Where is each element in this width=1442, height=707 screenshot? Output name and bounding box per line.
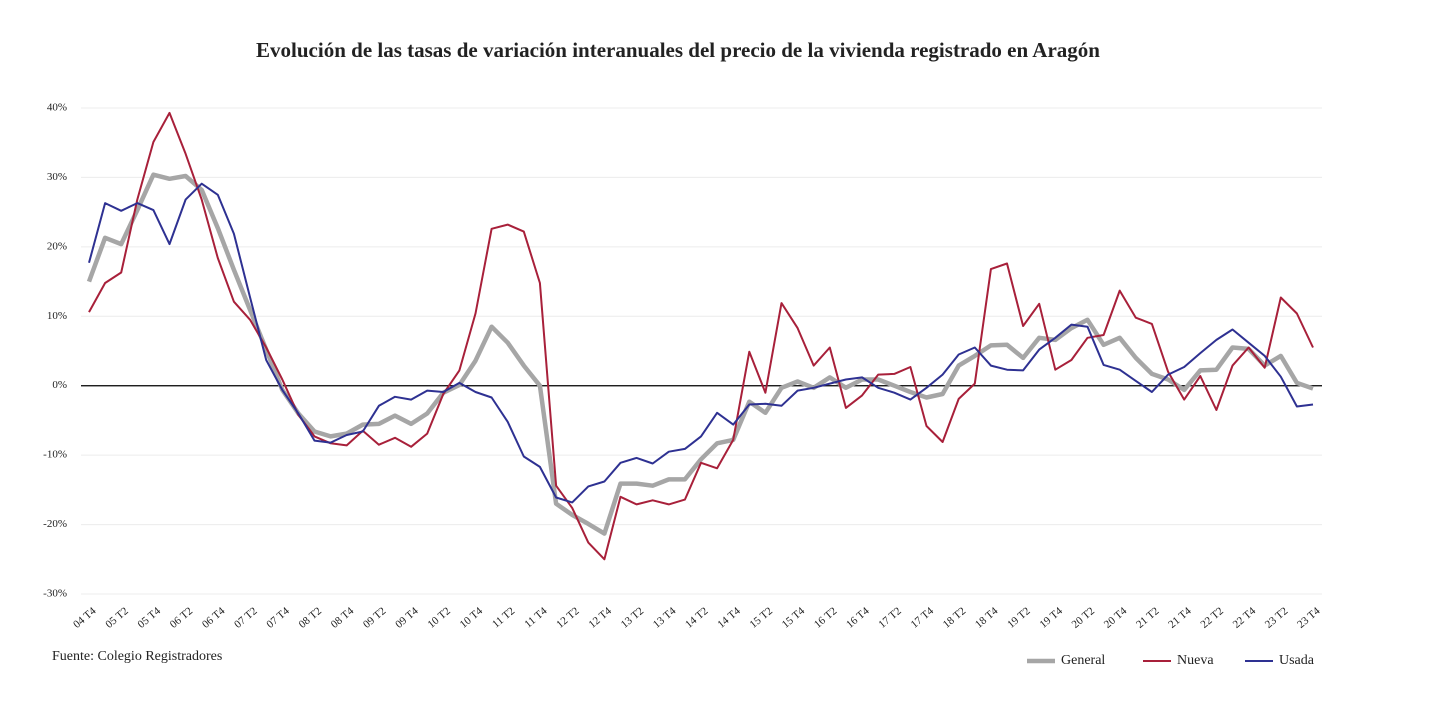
legend-label: General (1061, 653, 1105, 668)
x-tick-label: 18 T2 (941, 605, 968, 631)
legend-label: Nueva (1177, 653, 1214, 668)
y-tick-label: 20% (47, 240, 67, 252)
x-tick-label: 23 T4 (1295, 605, 1323, 631)
chart-title: Evolución de las tasas de variación inte… (256, 38, 1100, 62)
x-tick-label: 11 T2 (490, 605, 517, 631)
x-tick-label: 10 T2 (425, 605, 452, 631)
x-tick-label: 12 T2 (554, 605, 581, 631)
x-tick-label: 23 T2 (1263, 605, 1290, 631)
y-tick-label: 10% (47, 310, 67, 322)
x-tick-label: 09 T4 (393, 605, 421, 631)
x-tick-label: 19 T2 (1005, 605, 1032, 631)
x-tick-label: 13 T4 (651, 605, 679, 631)
x-tick-label: 10 T4 (458, 605, 486, 631)
source-note: Fuente: Colegio Registradores (52, 649, 222, 664)
y-tick-label: -10% (43, 449, 67, 461)
y-tick-label: -20% (43, 518, 67, 530)
y-tick-label: 0% (52, 379, 67, 391)
x-tick-label: 12 T4 (586, 605, 614, 631)
x-tick-label: 04 T4 (71, 605, 99, 631)
x-tick-label: 17 T2 (876, 605, 903, 631)
x-tick-label: 08 T4 (329, 605, 357, 631)
x-tick-label: 15 T2 (748, 605, 775, 631)
x-tick-label: 08 T2 (297, 605, 324, 631)
x-tick-label: 19 T4 (1037, 605, 1065, 631)
legend-label: Usada (1279, 653, 1315, 668)
y-tick-label: -30% (43, 588, 67, 600)
x-tick-label: 06 T2 (168, 605, 195, 631)
x-tick-label: 07 T4 (264, 605, 292, 631)
x-tick-label: 11 T4 (522, 605, 550, 631)
x-tick-label: 14 T2 (683, 605, 710, 631)
x-tick-label: 05 T4 (136, 605, 164, 631)
x-tick-label: 09 T2 (361, 605, 388, 631)
x-tick-label: 17 T4 (909, 605, 937, 631)
x-tick-label: 22 T2 (1198, 605, 1225, 631)
series-line (88, 182, 1314, 504)
x-tick-label: 16 T2 (812, 605, 839, 631)
x-tick-label: 22 T4 (1231, 605, 1259, 631)
x-tick-label: 20 T2 (1070, 605, 1097, 631)
x-tick-label: 16 T4 (844, 605, 872, 631)
series-line (88, 111, 1314, 561)
x-tick-label: 21 T2 (1134, 605, 1161, 631)
x-tick-label: 13 T2 (619, 605, 646, 631)
x-tick-label: 21 T4 (1166, 605, 1194, 631)
x-tick-label: 05 T2 (103, 605, 130, 631)
x-tick-label: 14 T4 (715, 605, 743, 631)
y-tick-label: 30% (47, 171, 67, 183)
x-tick-label: 15 T4 (780, 605, 808, 631)
x-tick-label: 20 T4 (1102, 605, 1130, 631)
series-line (86, 172, 1314, 536)
x-tick-label: 18 T4 (973, 605, 1001, 631)
x-tick-label: 06 T4 (200, 605, 228, 631)
x-tick-label: 07 T2 (232, 605, 259, 631)
y-tick-label: 40% (47, 102, 67, 114)
